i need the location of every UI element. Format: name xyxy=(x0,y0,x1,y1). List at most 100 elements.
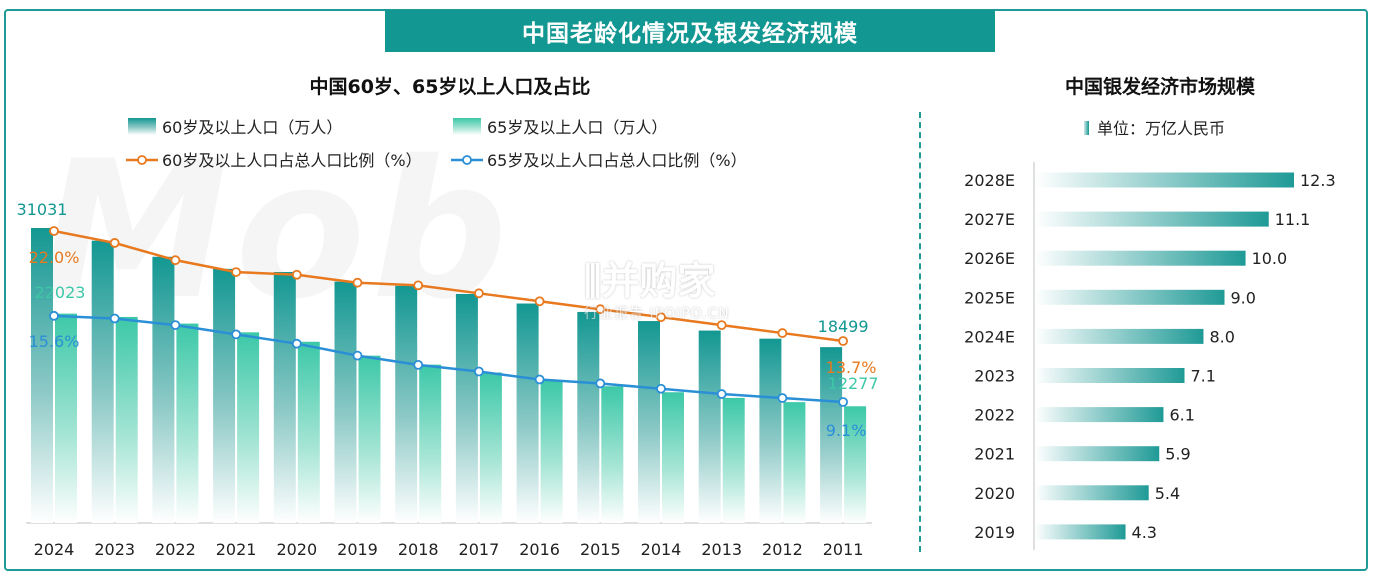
legend-swatch-60 xyxy=(128,118,156,135)
x-tick-label-2024: 2024 xyxy=(34,540,75,559)
point-60pct-2013 xyxy=(716,320,727,331)
point-60pct-2011 xyxy=(838,336,848,346)
bar-65-2020 xyxy=(297,341,320,523)
label-65pct-last: 9.1% xyxy=(826,421,867,440)
point-60pct-2012 xyxy=(777,328,788,338)
bar-65-2018 xyxy=(419,364,442,523)
y-tick-label-2022: 2022 xyxy=(974,406,1015,425)
point-60pct-2017 xyxy=(473,288,484,299)
label-60-last: 18499 xyxy=(818,317,869,336)
point-65pct-2012 xyxy=(777,393,788,403)
x-tick-label-2011: 2011 xyxy=(823,540,864,559)
banner-title: 中国老龄化情况及银发经济规模 xyxy=(385,10,995,52)
point-60pct-2023 xyxy=(109,238,120,248)
x-tick-label-2015: 2015 xyxy=(580,540,621,559)
x-tick-label-2017: 2017 xyxy=(459,540,500,559)
legend-marker-65pct xyxy=(462,155,472,165)
point-65pct-2019 xyxy=(352,350,363,361)
label-60-first: 31031 xyxy=(17,200,68,219)
line-65pct xyxy=(53,314,844,404)
legend-label-60: 60岁及以上人口（万人） xyxy=(162,118,342,137)
bar-60-2022 xyxy=(152,256,175,523)
label-65-first: 22023 xyxy=(35,283,86,302)
right-legend-swatch xyxy=(1084,121,1089,135)
y-tick-label-2027E: 2027E xyxy=(964,210,1015,229)
point-65pct-2020 xyxy=(291,338,302,349)
point-60pct-2016 xyxy=(534,296,545,307)
hbar-2023 xyxy=(1035,368,1185,383)
hbar-2019 xyxy=(1035,524,1126,540)
x-tick-label-2020: 2020 xyxy=(276,540,317,559)
bar-60-2011 xyxy=(820,347,843,523)
bar-60-2020 xyxy=(273,272,296,523)
hbar-value-2019: 4.3 xyxy=(1132,523,1157,542)
hbar-value-2027E: 11.1 xyxy=(1275,210,1311,229)
point-60pct-2015 xyxy=(595,304,606,315)
bar-60-2018 xyxy=(395,285,418,523)
line-60pct xyxy=(53,229,844,343)
bar-65-2024 xyxy=(55,313,77,523)
x-tick-label-2016: 2016 xyxy=(519,540,560,559)
y-tick-label-2024E: 2024E xyxy=(964,327,1015,346)
point-60pct-2021 xyxy=(231,267,242,277)
panel-divider xyxy=(919,112,921,552)
hbar-2021 xyxy=(1035,446,1160,462)
hbar-2027E xyxy=(1035,211,1269,227)
hbar-2026E xyxy=(1035,250,1246,266)
bar-60-2021 xyxy=(213,268,236,523)
bar-65-2015 xyxy=(601,386,624,523)
point-60pct-2022 xyxy=(170,255,181,266)
right-chart-title: 中国银发经济市场规模 xyxy=(1064,76,1255,98)
bar-65-2019 xyxy=(358,355,381,523)
bar-60-2023 xyxy=(91,240,114,524)
bar-65-2013 xyxy=(722,397,745,523)
hbar-value-2020: 5.4 xyxy=(1155,484,1180,503)
point-60pct-2024 xyxy=(49,226,59,236)
x-tick-label-2021: 2021 xyxy=(216,540,257,559)
hbar-value-2023: 7.1 xyxy=(1191,367,1216,386)
hbar-value-2021: 5.9 xyxy=(1165,445,1190,464)
hbar-2024E xyxy=(1035,328,1204,344)
bar-60-2014 xyxy=(638,321,660,523)
y-tick-label-2021: 2021 xyxy=(974,445,1015,464)
bar-60-2012 xyxy=(759,338,782,523)
bar-60-2017 xyxy=(455,293,478,523)
x-tick-label-2013: 2013 xyxy=(701,540,742,559)
bar-65-2012 xyxy=(783,402,806,523)
hbar-2025E xyxy=(1035,289,1225,305)
point-60pct-2020 xyxy=(291,269,302,280)
point-65pct-2024 xyxy=(49,310,59,321)
bar-65-2011 xyxy=(844,406,867,523)
legend-label-65: 65岁及以上人口（万人） xyxy=(487,118,667,137)
x-tick-label-2019: 2019 xyxy=(337,540,378,559)
label-65-last: 12277 xyxy=(828,374,879,393)
hbar-2020 xyxy=(1035,485,1149,501)
label-65pct-first: 15.6% xyxy=(29,332,80,351)
label-60pct-last: 13.7% xyxy=(826,358,877,377)
watermark-stamp: ⫼并购家 行业报告 IPOIPO.CN xyxy=(584,259,730,322)
y-tick-label-2028E: 2028E xyxy=(964,171,1015,190)
point-65pct-2018 xyxy=(413,359,424,370)
point-60pct-2014 xyxy=(656,312,666,323)
point-65pct-2015 xyxy=(595,378,606,389)
point-65pct-2023 xyxy=(109,313,120,324)
y-tick-label-2020: 2020 xyxy=(974,484,1015,503)
bar-65-2016 xyxy=(540,380,563,523)
legend-label-65pct: 65岁及以上人口占总人口比例（%） xyxy=(487,151,747,170)
hbar-value-2022: 6.1 xyxy=(1169,406,1194,425)
bar-65-2022 xyxy=(176,323,199,523)
legend-marker-60pct xyxy=(137,155,147,165)
hbar-value-2028E: 12.3 xyxy=(1300,171,1336,190)
hbar-2022 xyxy=(1035,407,1164,423)
bar-60-2015 xyxy=(577,311,600,523)
point-60pct-2018 xyxy=(413,280,424,291)
hbar-value-2025E: 9.0 xyxy=(1231,288,1256,307)
point-65pct-2016 xyxy=(534,374,545,385)
point-65pct-2013 xyxy=(716,389,727,399)
x-tick-label-2022: 2022 xyxy=(155,540,196,559)
bar-60-2013 xyxy=(698,330,721,523)
x-tick-label-2012: 2012 xyxy=(762,540,803,559)
bar-60-2016 xyxy=(516,303,539,523)
y-tick-label-2026E: 2026E xyxy=(964,249,1015,268)
